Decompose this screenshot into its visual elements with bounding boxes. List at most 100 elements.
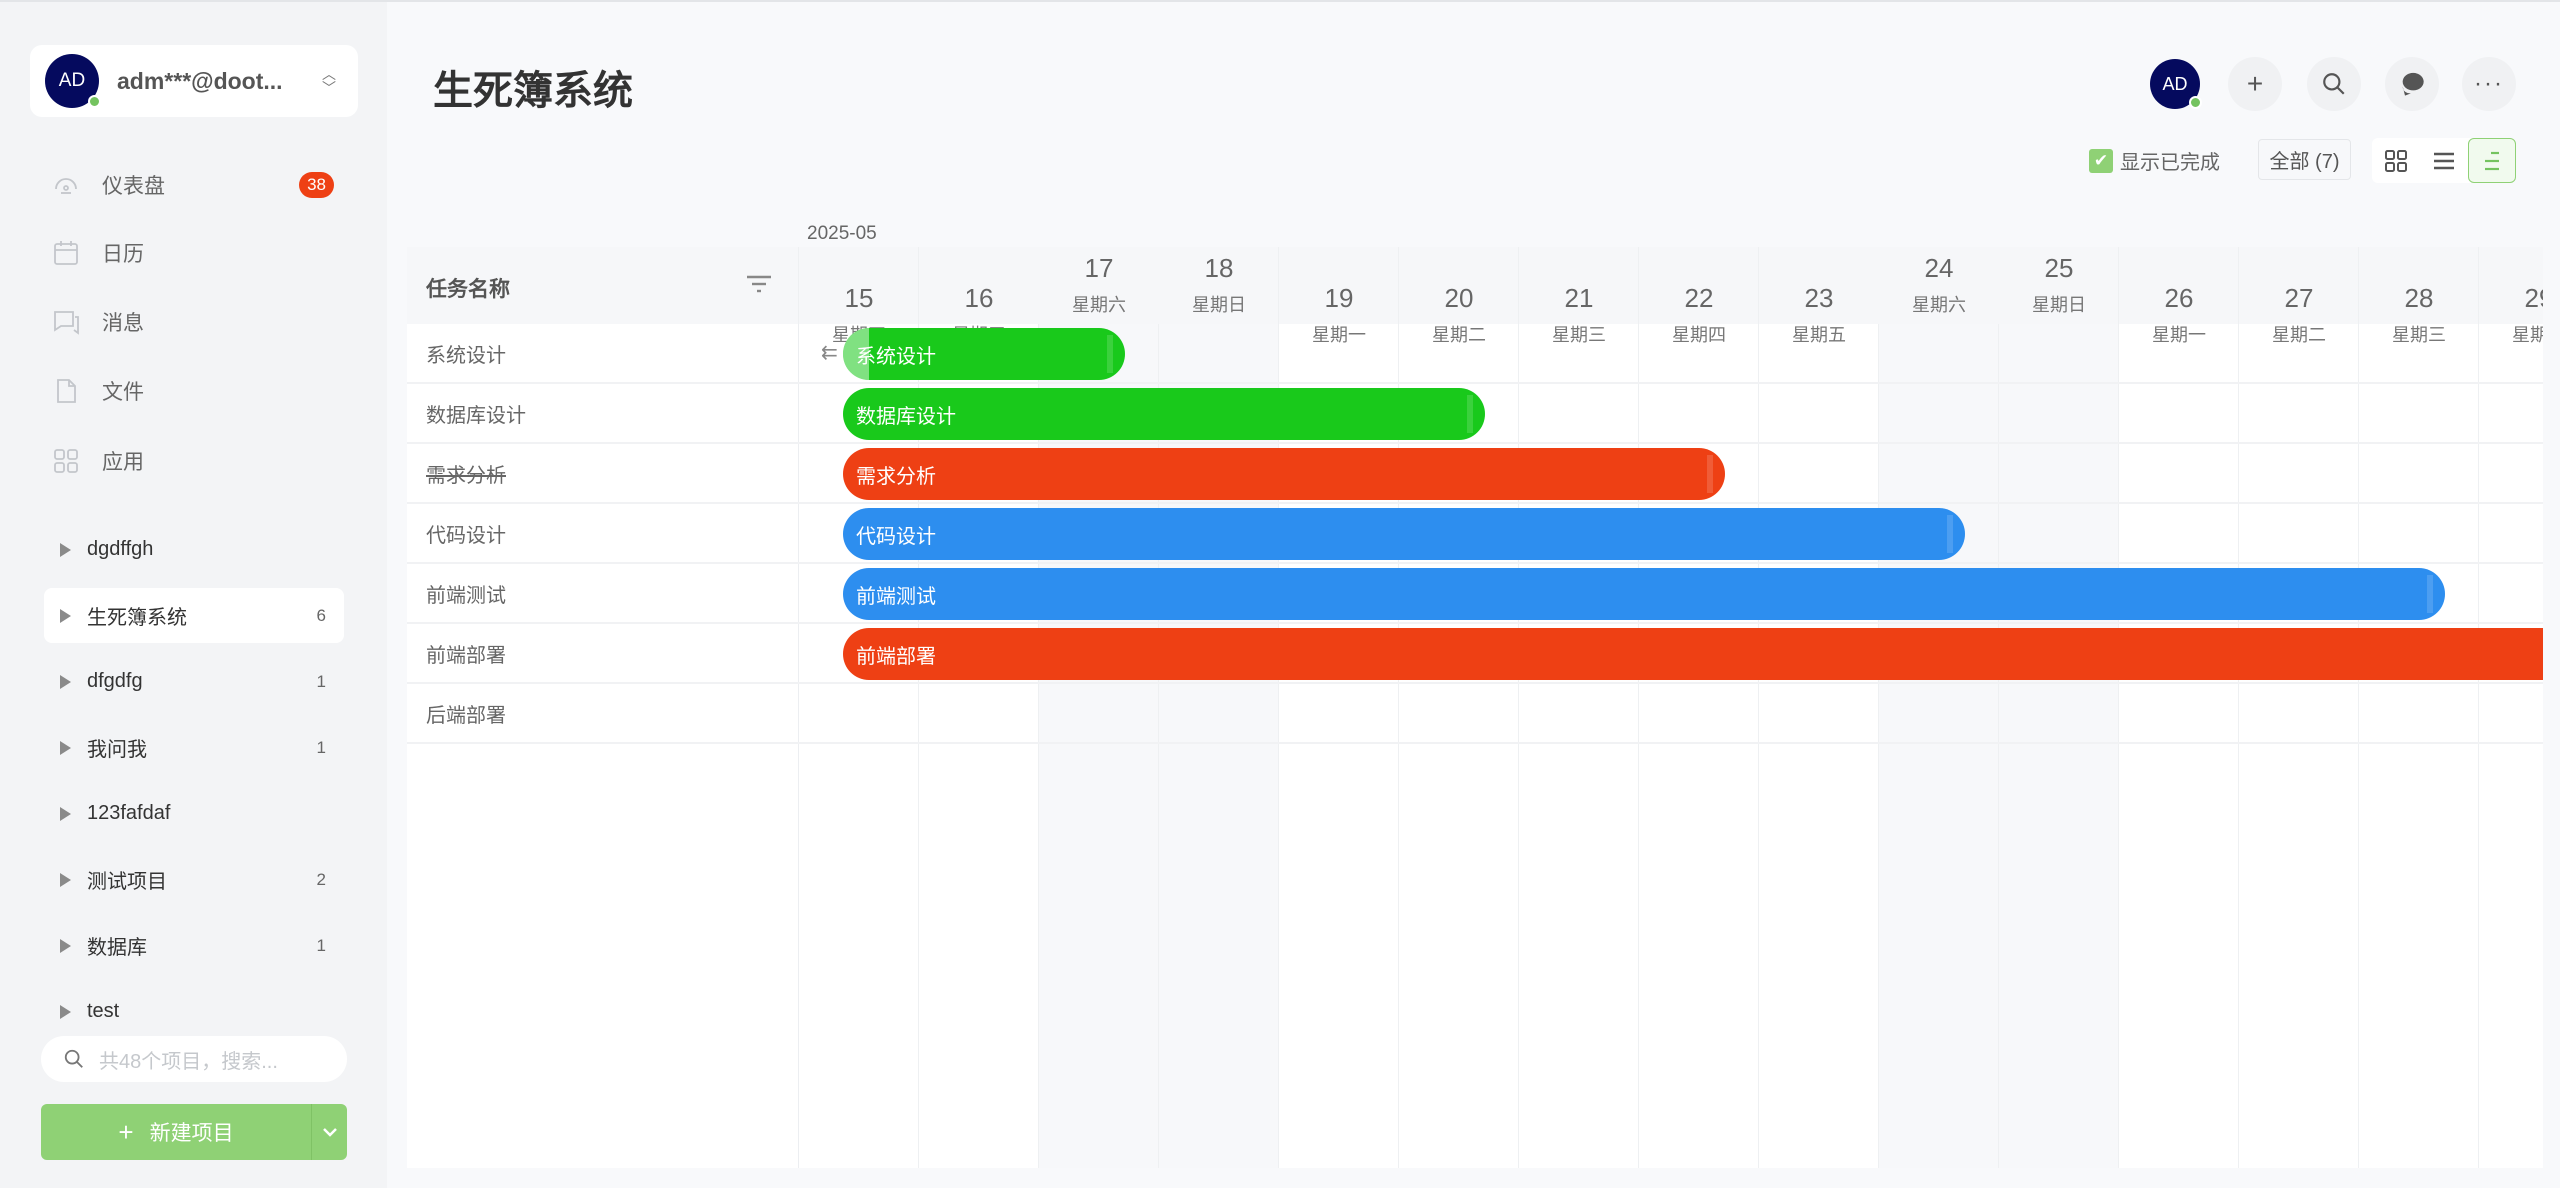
task-row[interactable]: 需求分析 (407, 444, 798, 504)
timeline-row (798, 384, 2543, 444)
caret-right-icon[interactable] (60, 1004, 71, 1019)
project-item[interactable]: dgdffgh (44, 522, 344, 577)
project-count: 6 (316, 605, 326, 625)
timeline-row (798, 684, 2543, 744)
more-button[interactable]: ··· (2462, 57, 2516, 111)
avatar: AD (45, 54, 101, 108)
header-avatar[interactable]: AD (2150, 59, 2202, 109)
sidebar-item-3[interactable]: 文件 (52, 366, 342, 416)
new-project-label: 新建项目 (149, 1122, 234, 1145)
sidebar-item-1[interactable]: 日历 (52, 228, 342, 278)
sidebar-item-2[interactable]: 消息 (52, 297, 342, 347)
day-column: 29 星期四 (2478, 247, 2543, 1168)
search-placeholder: 共48个项目，搜索... (99, 1050, 278, 1073)
project-item[interactable]: 数据库 1 (44, 918, 344, 973)
show-completed-checkbox[interactable]: ✔ 显示已完成 (2089, 146, 2220, 175)
project-name: test (87, 1000, 120, 1022)
drag-handle-icon[interactable]: ⇇ (821, 342, 838, 364)
task-row[interactable]: 系统设计 (407, 324, 798, 384)
gantt-chart: 15 星期四 16 星期五 17 星期六 18 星期日 19 星期一 20 星期二 21 星期三 22 星期四… (407, 217, 2543, 1168)
nav-label: 日历 (102, 243, 144, 266)
day-number: 25 (2044, 253, 2074, 283)
task-bar[interactable]: 系统设计 (843, 328, 1125, 380)
task-name-column-header: 任务名称 (426, 278, 510, 301)
day-number: 15 (844, 283, 874, 313)
task-row[interactable]: 后端部署 (407, 684, 798, 744)
project-name: 生死簿系统 (87, 607, 187, 629)
account-switcher[interactable]: AD adm***@doot... ︿ ﹀ (30, 45, 358, 117)
task-row[interactable]: 前端部署 (407, 624, 798, 684)
caret-right-icon[interactable] (60, 872, 71, 887)
board-view-button[interactable] (2372, 138, 2420, 183)
day-number: 17 (1084, 253, 1114, 283)
project-item[interactable]: dfgdfg 1 (44, 654, 344, 709)
caret-right-icon[interactable] (60, 674, 71, 689)
weekday-label: 星期三 (2392, 325, 2446, 345)
task-bar[interactable]: 代码设计 (843, 508, 1965, 560)
checkbox-checked-icon: ✔ (2089, 148, 2113, 173)
weekday-label: 星期日 (2032, 295, 2086, 315)
add-button[interactable]: + (2228, 57, 2282, 111)
plus-icon: + (2246, 68, 2264, 99)
dashboard-icon (55, 178, 77, 194)
caret-right-icon[interactable] (60, 608, 71, 623)
day-number: 23 (1804, 283, 1834, 313)
day-number: 27 (2284, 283, 2314, 313)
task-row[interactable]: 代码设计 (407, 504, 798, 564)
task-name: 前端部署 (426, 644, 506, 667)
resize-handle[interactable] (1467, 395, 1473, 433)
task-bar[interactable]: 数据库设计 (843, 388, 1485, 440)
task-row[interactable]: 前端测试 (407, 564, 798, 624)
task-bar[interactable]: 前端部署 (843, 628, 2543, 680)
project-item[interactable]: test (44, 984, 344, 1039)
resize-handle[interactable] (1707, 455, 1713, 493)
filter-icon[interactable] (745, 273, 773, 297)
new-project-main[interactable]: + 新建项目 (41, 1104, 312, 1160)
chat-icon (2402, 72, 2424, 96)
caret-right-icon[interactable] (60, 740, 71, 755)
task-bar-label: 前端部署 (856, 645, 936, 668)
message-icon (54, 311, 79, 335)
new-project-button[interactable]: + 新建项目 (41, 1104, 347, 1160)
project-item[interactable]: 我问我 1 (44, 720, 344, 775)
sidebar-item-4[interactable]: 应用 (52, 436, 342, 486)
resize-handle[interactable] (1947, 515, 1953, 553)
task-name: 后端部署 (426, 704, 506, 727)
timeline-row (798, 504, 2543, 564)
day-column: 19 星期一 (1278, 247, 1398, 1168)
sidebar-item-0[interactable]: 仪表盘 38 (52, 160, 342, 210)
caret-right-icon[interactable] (60, 938, 71, 953)
day-column: 28 星期三 (2358, 247, 2478, 1168)
new-project-dropdown[interactable] (312, 1104, 347, 1160)
project-item[interactable]: 生死簿系统 6 (44, 588, 344, 643)
project-count: 1 (316, 935, 326, 955)
project-item[interactable]: 123fafdaf (44, 786, 344, 841)
day-number: 16 (964, 283, 994, 313)
project-name: 数据库 (87, 937, 147, 959)
task-bar[interactable]: 前端测试 (843, 568, 2445, 620)
gantt-view-button[interactable] (2468, 138, 2516, 183)
caret-right-icon[interactable] (60, 806, 71, 821)
project-item[interactable]: 测试项目 2 (44, 852, 344, 907)
task-row[interactable]: 数据库设计 (407, 384, 798, 444)
filter-dropdown[interactable]: 全部 (7) (2258, 139, 2351, 180)
view-switcher (2372, 138, 2516, 183)
search-button[interactable] (2307, 57, 2361, 111)
resize-handle[interactable] (843, 328, 869, 380)
resize-handle[interactable] (1107, 335, 1113, 373)
task-bar[interactable]: 需求分析 (843, 448, 1725, 500)
chevron-down-icon (322, 1128, 337, 1137)
chat-button[interactable] (2385, 57, 2439, 111)
list-view-button[interactable] (2420, 138, 2468, 183)
task-bar-label: 需求分析 (856, 465, 936, 488)
nav-label: 仪表盘 (102, 175, 165, 198)
task-name: 代码设计 (426, 524, 506, 547)
caret-right-icon[interactable] (60, 542, 71, 557)
day-column: 20 星期二 (1398, 247, 1518, 1168)
day-column: 26 星期一 (2118, 247, 2238, 1168)
timeline-row (798, 564, 2543, 624)
search-icon (2323, 73, 2345, 95)
project-name: 我问我 (87, 739, 147, 761)
project-search-input[interactable]: 共48个项目，搜索... (41, 1036, 347, 1082)
resize-handle[interactable] (2427, 575, 2433, 613)
